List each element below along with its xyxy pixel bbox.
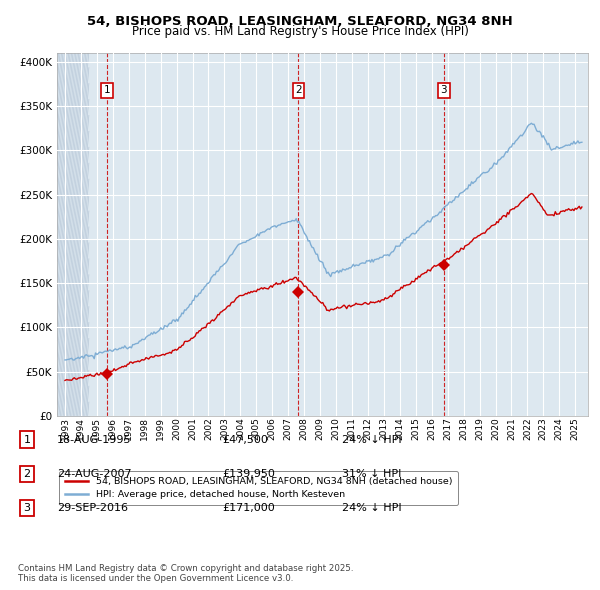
Text: £139,950: £139,950 (222, 469, 275, 478)
Text: 1: 1 (23, 435, 31, 444)
Text: 1: 1 (103, 86, 110, 95)
Text: 29-SEP-2016: 29-SEP-2016 (57, 503, 128, 513)
Text: 24% ↓ HPI: 24% ↓ HPI (342, 435, 401, 444)
Text: £171,000: £171,000 (222, 503, 275, 513)
Text: Contains HM Land Registry data © Crown copyright and database right 2025.
This d: Contains HM Land Registry data © Crown c… (18, 563, 353, 583)
Text: 3: 3 (440, 86, 447, 95)
Text: Price paid vs. HM Land Registry's House Price Index (HPI): Price paid vs. HM Land Registry's House … (131, 25, 469, 38)
Text: £47,500: £47,500 (222, 435, 268, 444)
Text: 2: 2 (295, 86, 302, 95)
Text: 24-AUG-2007: 24-AUG-2007 (57, 469, 131, 478)
Text: 2: 2 (23, 469, 31, 478)
Legend: 54, BISHOPS ROAD, LEASINGHAM, SLEAFORD, NG34 8NH (detached house), HPI: Average : 54, BISHOPS ROAD, LEASINGHAM, SLEAFORD, … (59, 471, 458, 504)
Text: 18-AUG-1995: 18-AUG-1995 (57, 435, 131, 444)
Text: 54, BISHOPS ROAD, LEASINGHAM, SLEAFORD, NG34 8NH: 54, BISHOPS ROAD, LEASINGHAM, SLEAFORD, … (87, 15, 513, 28)
Text: 3: 3 (23, 503, 31, 513)
Text: 31% ↓ HPI: 31% ↓ HPI (342, 469, 401, 478)
Text: 24% ↓ HPI: 24% ↓ HPI (342, 503, 401, 513)
